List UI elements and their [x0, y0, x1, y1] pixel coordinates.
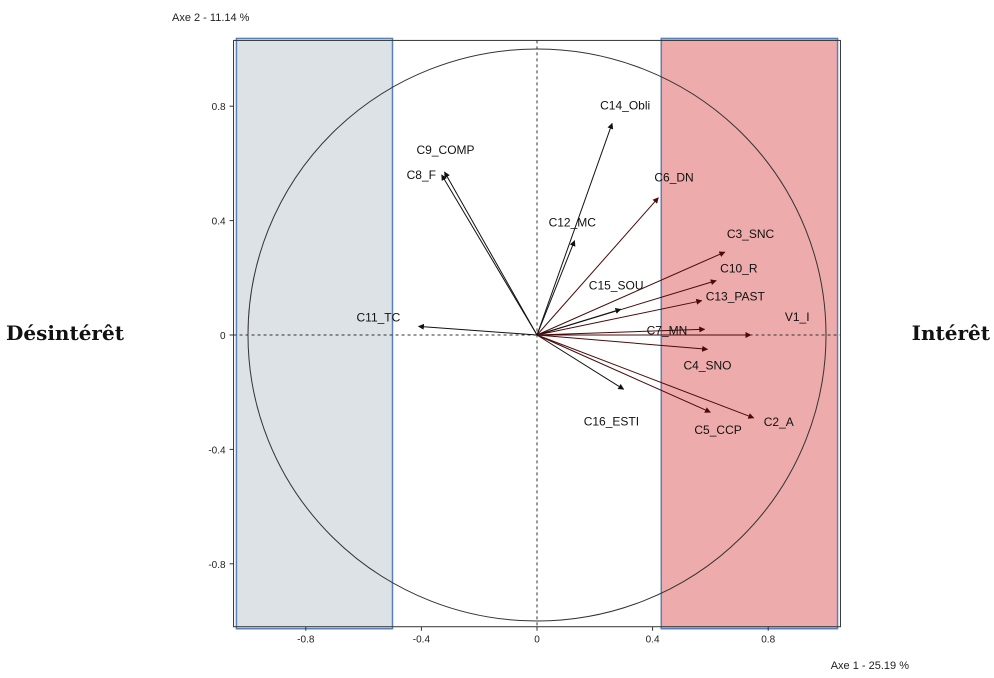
arrow-c15_sou [536, 307, 622, 336]
label-c5_ccp: C5_CCP [694, 423, 741, 437]
variable-arrows [417, 122, 755, 419]
label-c4_sno: C4_SNO [684, 358, 732, 372]
arrow-c2_a [536, 334, 755, 419]
arrow-c8_f [441, 174, 538, 336]
variable-labels: C14_Obli C9_COMP C8_F C6_DN C12_MC C3_SNC C10_… [357, 98, 810, 437]
x-tick-label: 0.8 [761, 635, 775, 646]
y-axis-title: Axe 2 - 11.14 % [172, 12, 250, 24]
x-axis-title: Axe 1 - 25.19 % [831, 660, 909, 672]
label-c14_obli: C14_Obli [600, 98, 650, 112]
y-tick-label: 0.4 [212, 217, 226, 228]
label-v1_i: V1_I [785, 310, 810, 324]
label-c13_past: C13_PAST [706, 290, 766, 304]
x-tick-label: 0.4 [646, 635, 660, 646]
y-tick-label: -0.4 [208, 445, 226, 456]
arrow-c7_mn [536, 326, 706, 336]
y-tick-label: 0.8 [212, 102, 226, 113]
label-c10_r: C10_R [720, 262, 758, 276]
arrow-c3_snc [536, 251, 726, 336]
region-right [660, 37, 839, 630]
arrow-c14_obli [536, 122, 614, 336]
unit-circle-ring [247, 48, 827, 622]
arrow-c9_comp [444, 171, 538, 336]
label-c12_mc: C12_MC [549, 216, 597, 230]
arrow-c6_dn [536, 197, 659, 336]
label-c7_mn: C7_MN [647, 323, 688, 337]
y-tick-label: -0.8 [208, 560, 226, 571]
label-c6_dn: C6_DN [654, 171, 693, 185]
label-c8_f: C8_F [407, 168, 436, 182]
label-c3_snc: C3_SNC [727, 227, 775, 241]
arrow-c11_tc [417, 323, 538, 336]
arrow-c13_past [536, 298, 703, 336]
y-tick-label: 0 [220, 331, 226, 342]
label-c16_esti: C16_ESTI [584, 414, 639, 428]
label-c9_comp: C9_COMP [417, 143, 475, 157]
label-c15_sou: C15_SOU [589, 278, 644, 292]
regions-layer [235, 37, 839, 630]
right-region-label: Intérêt [912, 321, 991, 345]
x-tick-label: 0 [534, 635, 540, 646]
x-tick-label: -0.4 [413, 635, 431, 646]
arrow-c12_mc [536, 240, 576, 336]
axis-ticks: -0.8 -0.4 0 0.4 0.8 0.8 0.4 0 -0.4 -0.8 [208, 102, 775, 646]
left-region-label: Désintérêt [6, 321, 125, 345]
arrow-c4_sno [536, 334, 709, 352]
region-left [235, 37, 394, 630]
label-c11_tc: C11_TC [357, 310, 401, 324]
arrow-c5_ccp [536, 334, 711, 413]
arrow-c16_esti [536, 334, 625, 390]
label-c2_a: C2_A [764, 415, 794, 429]
unit-circle [247, 48, 827, 622]
x-tick-label: -0.8 [297, 635, 315, 646]
